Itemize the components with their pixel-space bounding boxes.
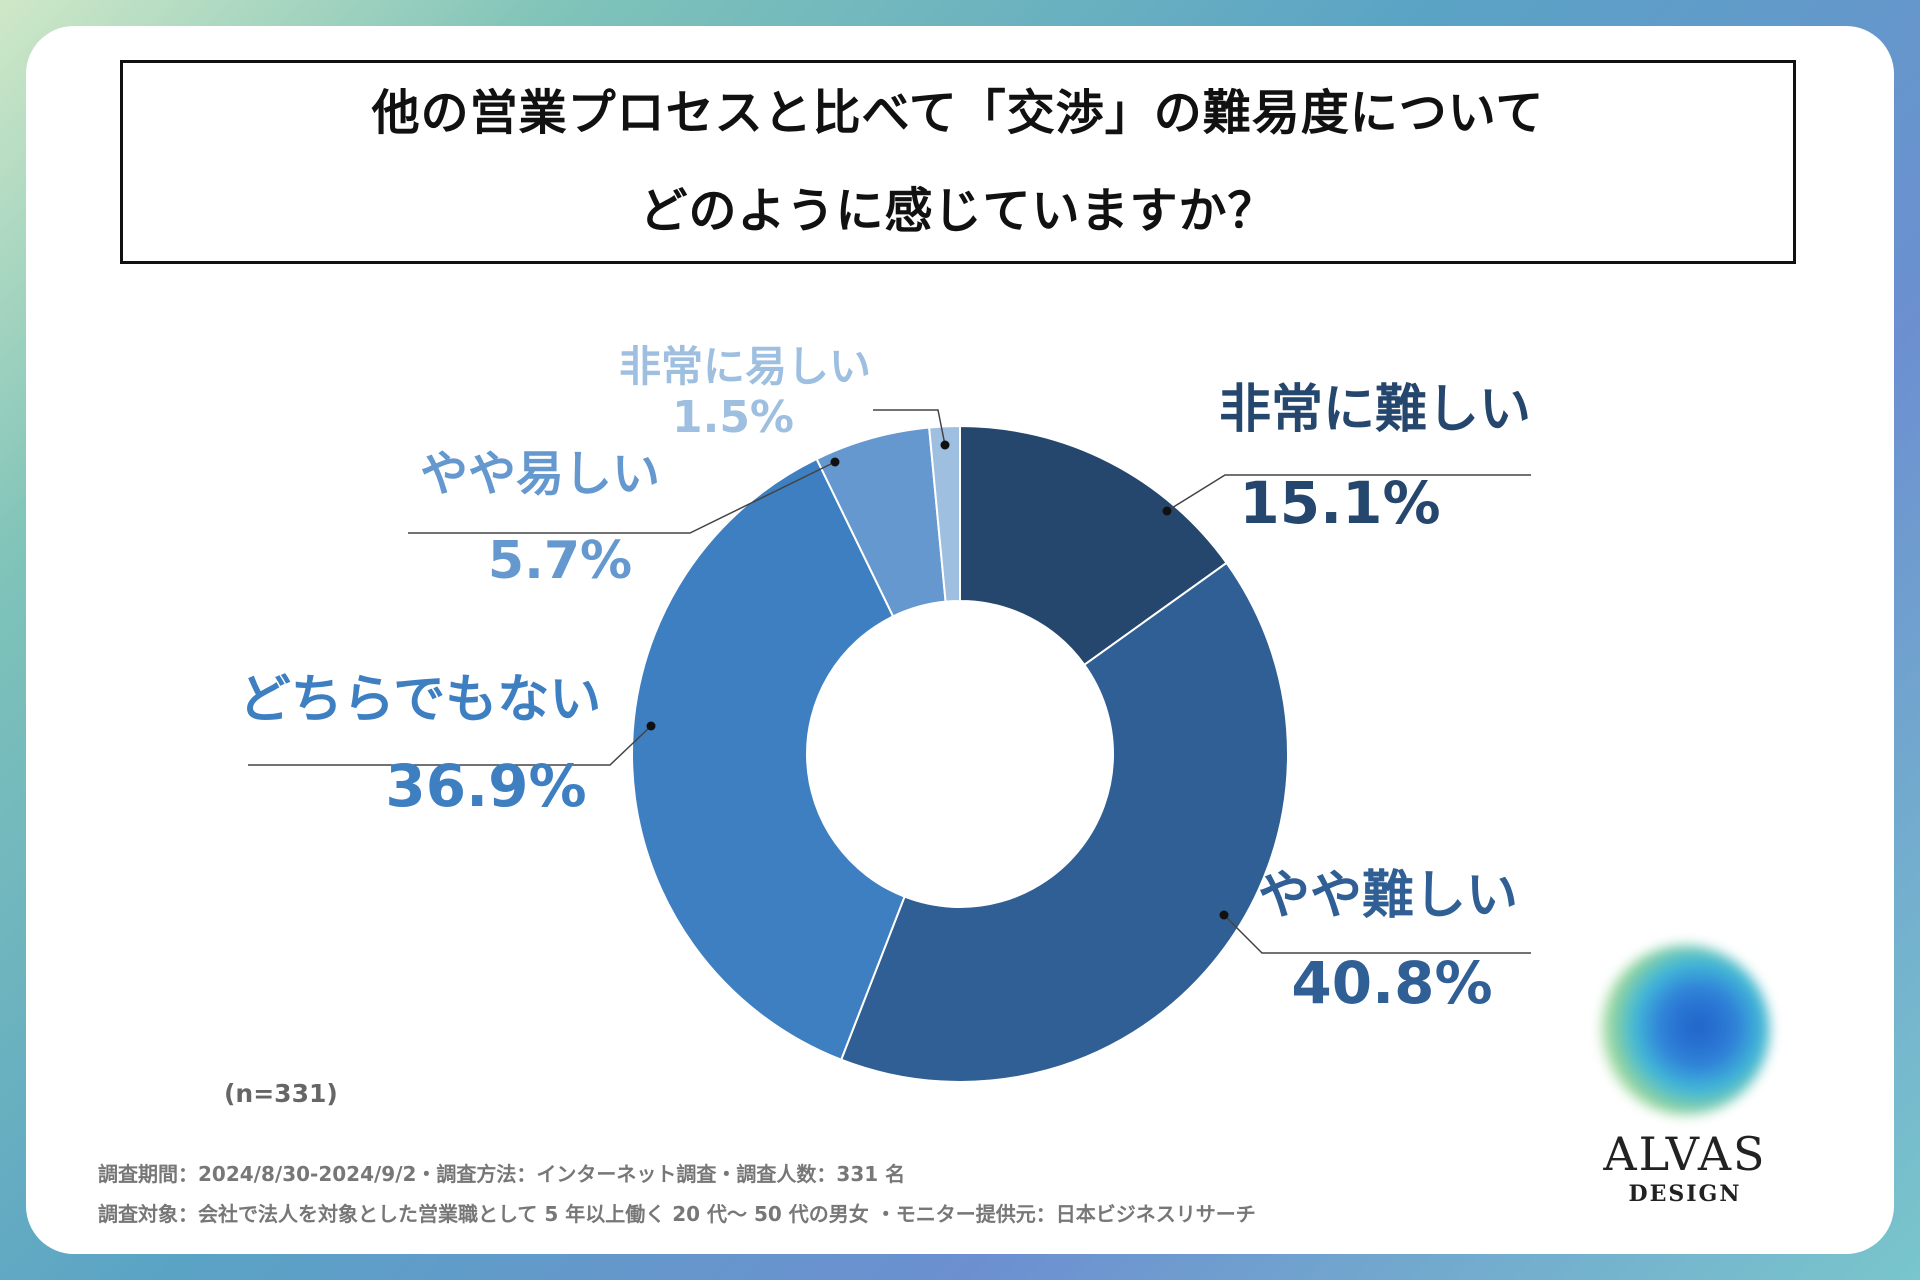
logo-sub: DESIGN bbox=[1628, 1181, 1742, 1207]
category-label-very-difficult: 非常に難しい bbox=[1219, 380, 1531, 440]
slice-somewhat-difficult bbox=[839, 561, 1289, 1083]
category-label-somewhat-difficult: やや難しい bbox=[1258, 866, 1518, 926]
category-label-very-easy: 非常に易しい bbox=[619, 342, 871, 391]
value-label-somewhat-easy: 5.7% bbox=[488, 531, 632, 591]
slice-very-difficult bbox=[959, 424, 1228, 667]
value-label-neutral: 36.9% bbox=[385, 752, 586, 820]
title-line-2: どのように感じていますか？ bbox=[639, 183, 1277, 239]
value-label-somewhat-difficult: 40.8% bbox=[1291, 949, 1492, 1017]
slice-neutral bbox=[631, 457, 906, 1062]
leader-dot-neutral bbox=[646, 721, 656, 731]
value-label-very-difficult: 15.1% bbox=[1239, 469, 1440, 537]
logo-name: ALVAS bbox=[1603, 1127, 1767, 1181]
leader-line-somewhat-easy bbox=[408, 461, 836, 534]
leader-dot-very-easy bbox=[940, 440, 950, 450]
category-label-neutral: どちらでもない bbox=[239, 670, 601, 730]
leader-dot-somewhat-easy bbox=[830, 457, 840, 467]
title-box: 他の営業プロセスと比べて「交渉」の難易度について どのように感じていますか？ bbox=[120, 60, 1796, 264]
slice-very-easy bbox=[928, 424, 961, 603]
category-labels: 非常に難しい 15.1% やや難しい 40.8% どちらでもない 36.9% やや易しい 5.… bbox=[239, 342, 1531, 1017]
logo: ALVAS DESIGN bbox=[1570, 1128, 1800, 1208]
logo-orb-icon bbox=[1600, 945, 1770, 1115]
survey-period-note: 調査期間：2024/8/30-2024/9/2・調査方法：インターネット調査・調… bbox=[98, 1162, 906, 1186]
leader-line-very-difficult bbox=[1166, 474, 1531, 512]
leader-dot-very-difficult bbox=[1162, 506, 1172, 516]
leader-line-somewhat-difficult bbox=[1223, 914, 1531, 954]
sample-size-label: (n=331) bbox=[224, 1079, 338, 1108]
leader-line-very-easy bbox=[873, 409, 946, 446]
leader-lines bbox=[248, 409, 1531, 954]
category-label-somewhat-easy: やや易しい bbox=[420, 446, 660, 502]
leader-line-neutral bbox=[248, 725, 652, 766]
leader-dot-somewhat-difficult bbox=[1219, 910, 1229, 920]
title-line-1: 他の営業プロセスと比べて「交渉」の難易度について bbox=[371, 85, 1545, 141]
survey-target-note: 調査対象：会社で法人を対象とした営業職として 5 年以上働く 20 代～ 50 … bbox=[98, 1202, 1256, 1226]
donut-slices bbox=[631, 424, 1289, 1083]
value-label-very-easy: 1.5% bbox=[672, 392, 794, 443]
